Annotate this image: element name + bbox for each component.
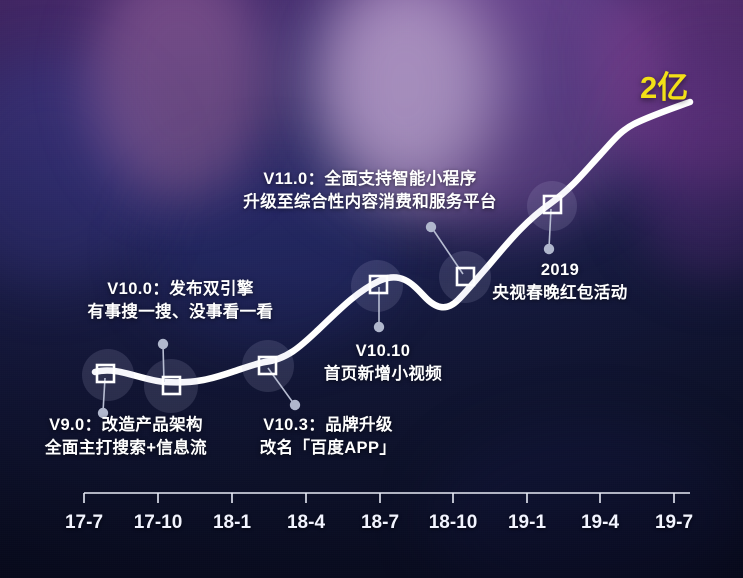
marker-halo bbox=[351, 260, 403, 312]
annotation-v9: V9.0：改造产品架构 全面主打搜索+信息流 bbox=[16, 414, 236, 461]
marker-halo bbox=[439, 251, 491, 303]
x-axis-tick-label: 19-4 bbox=[580, 512, 620, 533]
annotation-v10-0-line1: V10.0：发布双引擎 bbox=[107, 280, 254, 298]
node-marker-v10-0[interactable] bbox=[161, 375, 182, 396]
leader-line-v9 bbox=[102, 377, 106, 413]
growth-line bbox=[91, 98, 694, 386]
annotation-v10-3-line1: V10.3：品牌升级 bbox=[263, 416, 393, 434]
annotation-cctv-line2: 央视春晚红包活动 bbox=[492, 284, 628, 303]
x-axis-tick-label: 17-10 bbox=[133, 512, 183, 533]
annotation-v10-3-line2: 改名「百度APP」 bbox=[259, 439, 397, 458]
annotation-v9-line1: V9.0：改造产品架构 bbox=[49, 416, 203, 434]
leader-dot-cctv bbox=[543, 243, 555, 255]
x-axis-tick-label: 18-1 bbox=[212, 512, 252, 533]
annotation-v11-0: V11.0：全面支持智能小程序 升级至综合性内容消费和服务平台 bbox=[220, 168, 520, 215]
annotation-v10-10-line1: V10.10 bbox=[355, 342, 411, 360]
x-axis-tick-label: 18-10 bbox=[428, 512, 478, 533]
annotation-v10-0: V10.0：发布双引擎 有事搜一搜、没事看一看 bbox=[68, 278, 293, 325]
annotation-v10-10-line2: 首页新增小视频 bbox=[323, 365, 443, 384]
leader-line-v11-0 bbox=[431, 227, 464, 275]
annotation-cctv-line1: 2019 bbox=[540, 261, 580, 279]
node-marker-cctv[interactable] bbox=[542, 194, 563, 215]
leader-dot-v9 bbox=[97, 407, 109, 419]
annotation-v10-10: V10.10 首页新增小视频 bbox=[304, 340, 462, 387]
marker-halo bbox=[82, 349, 134, 401]
node-marker-v10-10[interactable] bbox=[368, 274, 389, 295]
leader-line-cctv bbox=[548, 208, 552, 249]
annotation-v9-line2: 全面主打搜索+信息流 bbox=[44, 439, 208, 458]
x-axis-tick-label: 18-4 bbox=[286, 512, 326, 533]
marker-halo bbox=[144, 359, 198, 413]
annotation-v10-3: V10.3：品牌升级 改名「百度APP」 bbox=[233, 414, 423, 461]
leader-dot-v10-0 bbox=[157, 338, 169, 350]
x-axis-tick-label: 17-7 bbox=[64, 512, 104, 533]
annotation-cctv: 2019 央视春晚红包活动 bbox=[470, 259, 650, 306]
x-axis-tick-label: 19-7 bbox=[654, 512, 694, 533]
leader-dot-v10-10 bbox=[373, 321, 385, 333]
node-marker-v9[interactable] bbox=[95, 363, 116, 384]
x-axis-tick-label: 18-7 bbox=[360, 512, 400, 533]
node-marker-v10-3[interactable] bbox=[257, 355, 278, 376]
annotation-v11-0-line2: 升级至综合性内容消费和服务平台 bbox=[243, 193, 497, 212]
leader-dot-v11-0 bbox=[425, 221, 437, 233]
node-marker-v11-0[interactable] bbox=[455, 266, 476, 287]
marker-halo bbox=[242, 340, 294, 392]
annotation-v10-0-line2: 有事搜一搜、没事看一看 bbox=[87, 303, 274, 322]
peak-value-label: 2亿 bbox=[640, 70, 689, 105]
marker-halo bbox=[527, 181, 577, 231]
leader-dot-v10-3 bbox=[289, 399, 301, 411]
annotation-v11-0-line1: V11.0：全面支持智能小程序 bbox=[263, 170, 477, 188]
x-axis-tick-label: 19-1 bbox=[507, 512, 547, 533]
